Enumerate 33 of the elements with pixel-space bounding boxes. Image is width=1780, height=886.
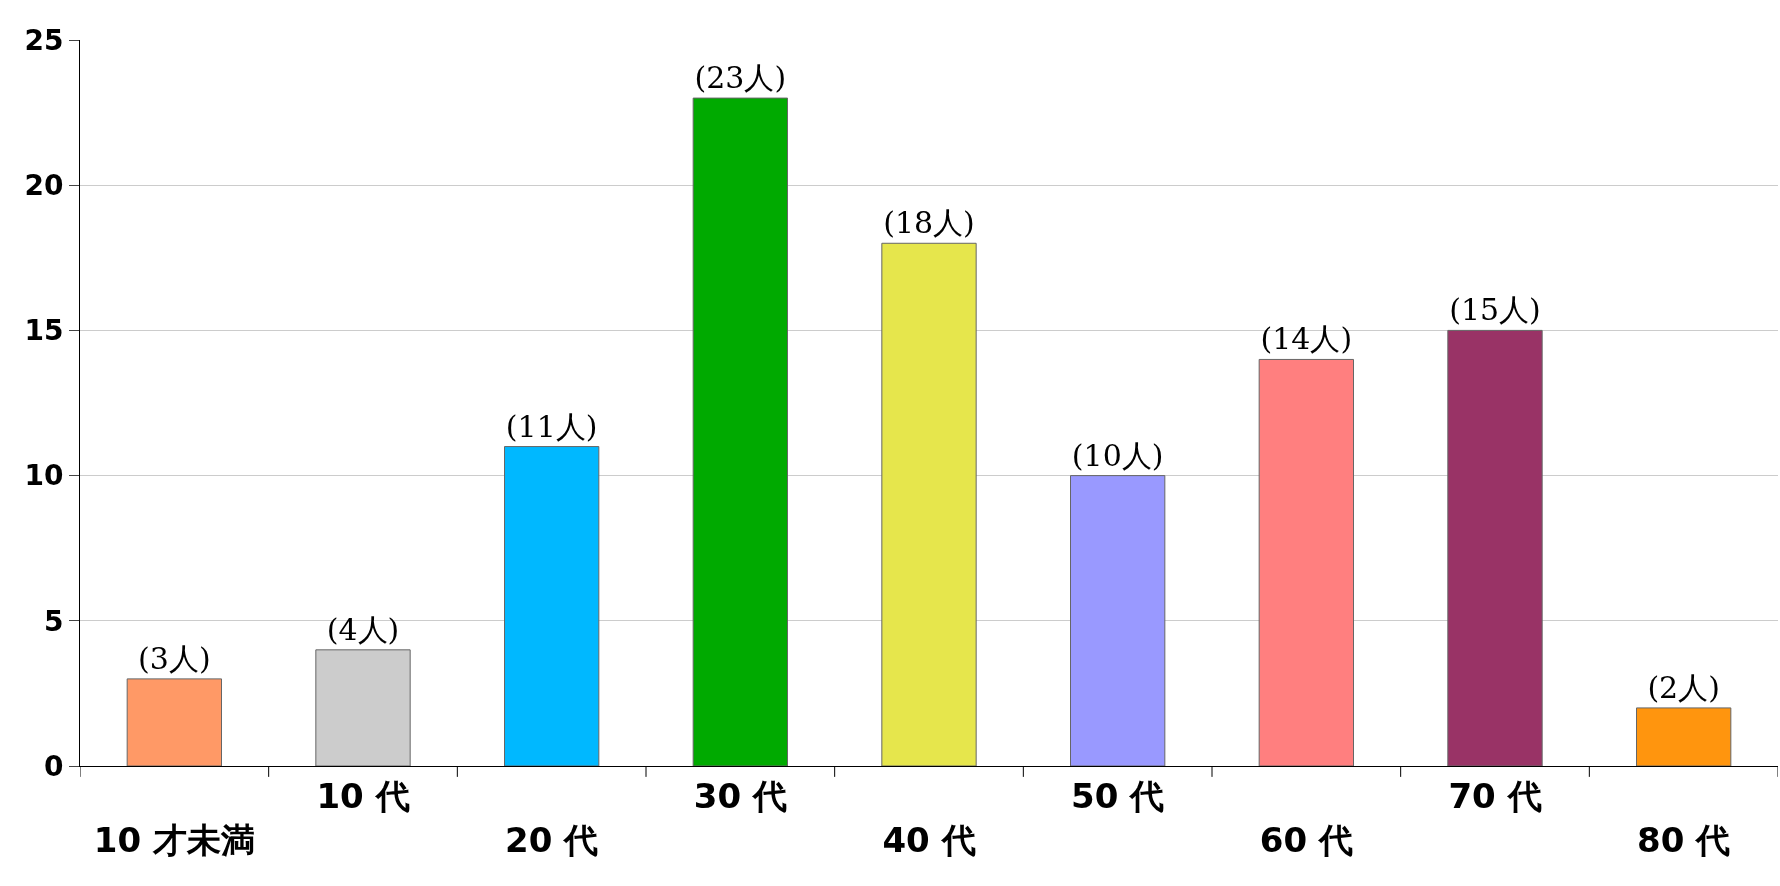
bar [881, 242, 977, 766]
x-tick-label: 60 代 [1259, 820, 1353, 860]
data-label: (23人) [694, 60, 787, 96]
bar [1447, 329, 1543, 766]
data-label: (14人) [1260, 321, 1353, 357]
data-label: (3人) [138, 640, 211, 676]
x-tick-label: 10 才未満 [93, 820, 255, 860]
data-label: (2人) [1647, 669, 1720, 705]
bar [504, 446, 600, 766]
bar [1636, 707, 1732, 766]
data-label: (11人) [505, 408, 598, 444]
x-tick-label: 50 代 [1071, 775, 1165, 816]
x-tick-label: 20 代 [505, 820, 599, 860]
x-tick-label: 10 代 [316, 775, 410, 816]
bar [1258, 358, 1354, 766]
bar [315, 649, 411, 766]
bar [126, 678, 222, 766]
x-tick-label: 30 代 [693, 775, 787, 816]
y-tick-label: 25 [24, 23, 64, 57]
x-tick-label: 40 代 [882, 820, 976, 860]
y-tick-label: 10 [24, 459, 64, 493]
data-label: (15人) [1449, 292, 1541, 328]
y-tick-label: 0 [43, 749, 64, 783]
bar [1070, 475, 1166, 766]
data-label: (10人) [1071, 437, 1164, 473]
data-label: (4人) [326, 611, 400, 647]
y-tick-label: 15 [24, 314, 64, 348]
x-tick-label: 80 代 [1637, 820, 1731, 860]
data-label: (18人) [883, 205, 975, 241]
x-tick-label: 70 代 [1448, 775, 1542, 816]
y-tick-label: 5 [43, 604, 64, 638]
y-tick-label: 20 [24, 169, 64, 202]
bar [692, 97, 788, 766]
